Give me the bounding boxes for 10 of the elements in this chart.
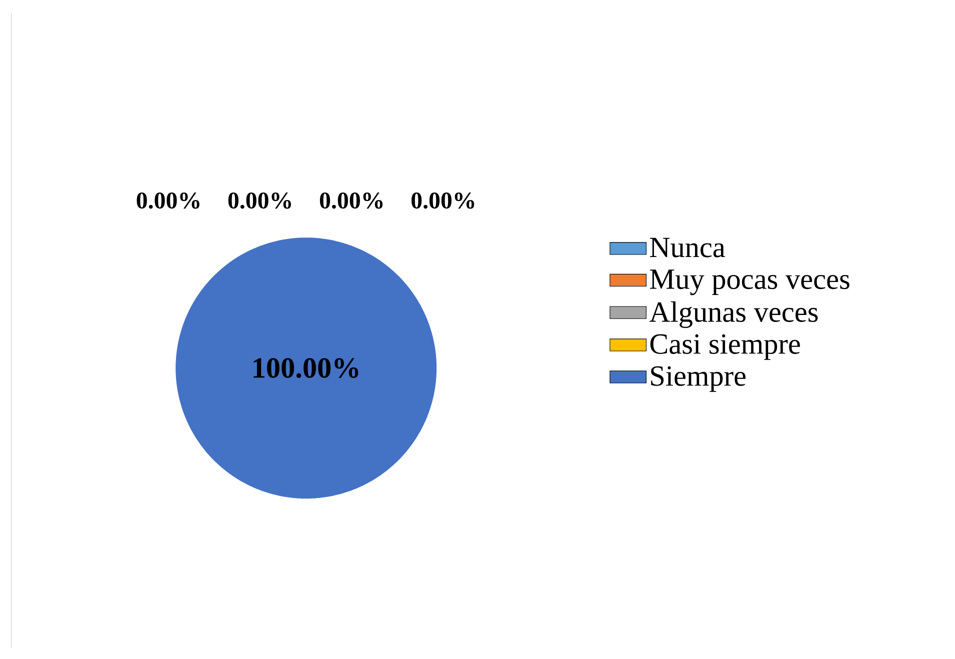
data-label: 100.00% (254, 358, 358, 378)
legend-label: Algunas veces (649, 301, 818, 328)
text: 0.00% (136, 192, 200, 209)
legend-label: Siempre (651, 366, 746, 392)
legend-label: Casi siempre (650, 334, 800, 360)
text: 0.00% (320, 192, 383, 209)
text: 0.00% (412, 192, 474, 209)
legend-label: Nunca (650, 238, 726, 258)
text: 0.00% (228, 192, 291, 209)
legend-label: Muy pocas veces (650, 270, 850, 296)
